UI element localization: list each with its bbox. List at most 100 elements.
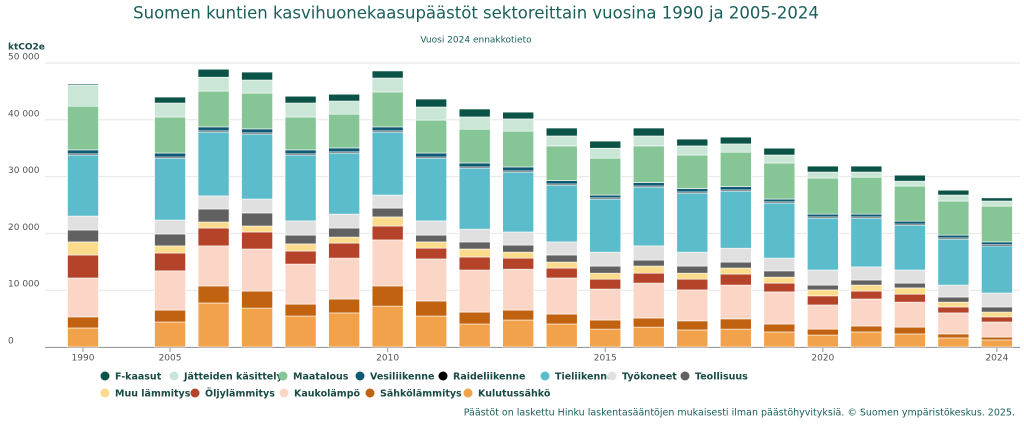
x-tick-label: 2005: [159, 354, 182, 364]
bar-segment: [807, 295, 839, 306]
bar-segment: [197, 195, 230, 210]
bar-segment: [937, 296, 970, 303]
bar-segment: [154, 219, 186, 235]
bar-segment: [850, 176, 883, 215]
bar-segment: [371, 126, 404, 132]
y-tick-label: 10 000: [8, 280, 40, 290]
bar-segment: [502, 118, 535, 132]
bar-segment: [415, 98, 447, 108]
bar-segment: [981, 316, 1013, 323]
bar-segment: [502, 171, 535, 233]
bar-segment: [894, 282, 926, 289]
bar-segment: [676, 272, 709, 280]
legend-marker: [463, 388, 473, 398]
bar-segment: [502, 319, 535, 348]
bar-segment: [545, 313, 578, 325]
bar-segment: [850, 266, 883, 281]
bar-segment: [458, 323, 491, 348]
bar-segment: [241, 231, 273, 250]
bar-segment: [197, 90, 230, 128]
bar-segment: [676, 265, 709, 274]
bar-segment: [241, 198, 273, 214]
bar-segment: [67, 254, 99, 279]
bar-segment: [545, 135, 578, 147]
bar-segment: [328, 113, 360, 149]
bar-segment: [197, 68, 230, 78]
bar-segment: [545, 323, 578, 348]
bar-segment: [719, 190, 752, 249]
bar-segment: [502, 130, 535, 168]
bar-segment: [589, 140, 622, 149]
bar-segment: [154, 245, 186, 254]
bar-segment: [197, 126, 230, 132]
bar-segment: [197, 302, 230, 348]
bar-segment: [763, 331, 796, 348]
bar-segment: [458, 116, 491, 130]
bar-segment: [67, 83, 99, 86]
bar-segment: [894, 333, 926, 348]
bar-segment: [371, 305, 404, 348]
bar-segment: [632, 326, 665, 348]
legend-label: Työkoneet: [622, 372, 677, 383]
bar-segment: [371, 91, 404, 128]
bar-segment: [502, 309, 535, 321]
bar-segment: [154, 321, 186, 348]
bar-segment: [371, 225, 404, 241]
bar-segment: [545, 241, 578, 256]
bar-segment: [589, 251, 622, 267]
bar-segment: [458, 167, 491, 230]
bar-segment: [981, 200, 1013, 207]
bar-segment: [154, 116, 186, 154]
bar-segment: [676, 145, 709, 156]
bar-segment: [458, 269, 491, 313]
bar-segment: [676, 251, 709, 267]
bar-segment: [763, 291, 796, 325]
bar-segment: [458, 228, 491, 243]
bar-segment: [850, 290, 883, 300]
bar-segment: [284, 154, 317, 222]
bar-segment: [894, 287, 926, 295]
bar-segment: [937, 337, 970, 348]
bar-segment: [632, 186, 665, 247]
bar-segment: [763, 276, 796, 284]
bar-segment: [589, 198, 622, 253]
legend-label: F-kaasut: [115, 372, 162, 383]
bar-segment: [371, 285, 404, 307]
bar-segment: [719, 284, 752, 320]
bar-segment: [719, 318, 752, 330]
bar-segment: [415, 241, 447, 249]
bar-segment: [67, 154, 99, 217]
bar-segment: [632, 245, 665, 261]
bar-segment: [807, 269, 839, 286]
bar-segment: [241, 248, 273, 292]
bar-segment: [981, 321, 1013, 338]
bar-segment: [154, 152, 186, 158]
bar-segment: [937, 200, 970, 236]
bar-segment: [371, 131, 404, 196]
legend-label: Kaukolämpö: [294, 389, 360, 400]
legend-label: Raideliikenne: [453, 372, 525, 383]
bar-segment: [719, 328, 752, 348]
bar-segment: [589, 157, 622, 196]
bar-segment: [458, 108, 491, 118]
bar-segment: [850, 217, 883, 268]
bar-segment: [589, 319, 622, 330]
legend-marker: [540, 371, 550, 381]
bar-segment: [284, 315, 317, 348]
bar-segment: [545, 184, 578, 243]
bar-segment: [807, 165, 839, 173]
bar-segment: [676, 138, 709, 147]
y-tick-label: 40 000: [8, 109, 40, 119]
bar-segment: [894, 293, 926, 303]
y-tick-label: 0: [8, 337, 14, 347]
bar-segment: [850, 213, 883, 218]
bar-segment: [197, 245, 230, 287]
bar-segment: [328, 257, 360, 300]
bar-segment: [850, 298, 883, 327]
bar-segment: [545, 145, 578, 181]
bar-segment: [763, 323, 796, 333]
bar-segment: [937, 312, 970, 335]
bar-segment: [807, 177, 839, 215]
bar-segment: [719, 151, 752, 187]
